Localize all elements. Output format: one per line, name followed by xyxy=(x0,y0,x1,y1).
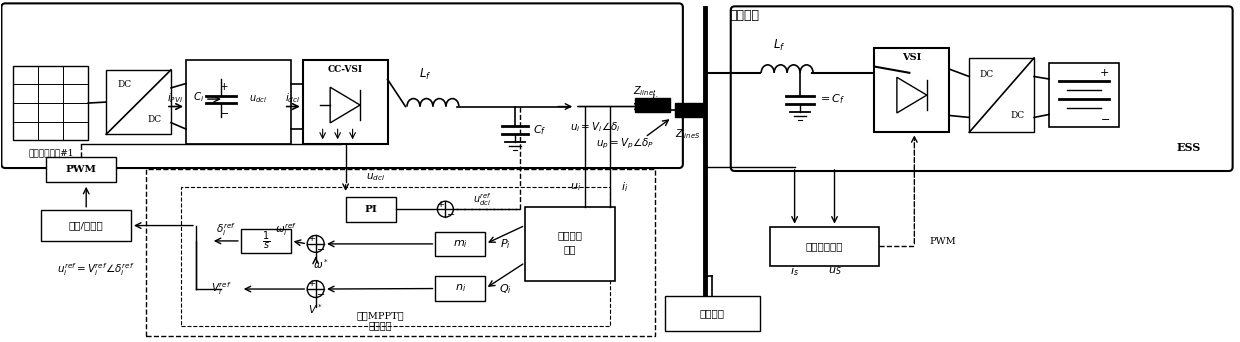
Text: $\delta_i^{ref}$: $\delta_i^{ref}$ xyxy=(216,221,236,238)
Text: $i_s$: $i_s$ xyxy=(790,264,799,278)
Text: $L_f$: $L_f$ xyxy=(774,38,786,53)
Text: DC: DC xyxy=(1011,111,1024,120)
Text: $m_i$: $m_i$ xyxy=(453,238,467,250)
Bar xyxy=(874,48,950,132)
Bar xyxy=(770,226,879,266)
Text: $-$: $-$ xyxy=(218,107,229,117)
Text: PWM: PWM xyxy=(66,165,97,174)
Text: $u_{dci}$: $u_{dci}$ xyxy=(249,93,267,105)
Text: $i_i$: $i_i$ xyxy=(621,180,629,194)
Text: $u_i=V_i\angle\delta_i$: $u_i=V_i\angle\delta_i$ xyxy=(569,120,620,134)
Text: $\omega_i^{ref}$: $\omega_i^{ref}$ xyxy=(275,221,296,238)
Bar xyxy=(435,232,485,256)
Text: $-$: $-$ xyxy=(446,209,455,218)
Text: $Z_{lineS}$: $Z_{lineS}$ xyxy=(676,128,701,141)
Circle shape xyxy=(438,201,454,217)
Bar xyxy=(14,66,88,140)
Bar xyxy=(970,58,1034,132)
Bar xyxy=(41,210,131,241)
FancyBboxPatch shape xyxy=(730,6,1233,171)
Text: VSI: VSI xyxy=(903,53,921,63)
Bar xyxy=(181,187,610,326)
Text: $u_{dci}^{ref}$: $u_{dci}^{ref}$ xyxy=(472,192,492,208)
Text: $u_i$: $u_i$ xyxy=(569,181,580,193)
Text: $u_p=V_p\angle\delta_P$: $u_p=V_p\angle\delta_P$ xyxy=(596,137,655,152)
Text: PWM: PWM xyxy=(929,237,956,246)
Text: $L_f$: $L_f$ xyxy=(419,67,432,82)
Bar xyxy=(635,97,670,113)
Text: DC: DC xyxy=(148,115,161,124)
Text: $V_i^{ref}$: $V_i^{ref}$ xyxy=(211,281,232,298)
Text: $i_{dci}$: $i_{dci}$ xyxy=(285,91,300,105)
Text: 公共负载: 公共负载 xyxy=(699,309,725,318)
Text: $u_i^{ref}=V_i^{ref}\angle\delta_i^{ref}$: $u_i^{ref}=V_i^{ref}\angle\delta_i^{ref}… xyxy=(57,261,135,278)
Circle shape xyxy=(308,236,324,252)
Text: $Z_{lineI}$: $Z_{lineI}$ xyxy=(634,84,656,97)
Text: 电压/电流环: 电压/电流环 xyxy=(69,221,104,230)
Bar xyxy=(665,296,760,331)
Bar xyxy=(107,70,171,134)
Text: $-$: $-$ xyxy=(316,244,325,253)
Text: $n_i$: $n_i$ xyxy=(455,282,466,294)
Text: $+$: $+$ xyxy=(219,81,228,92)
Text: DC: DC xyxy=(980,70,993,79)
Circle shape xyxy=(308,280,324,298)
Text: 计算: 计算 xyxy=(564,245,577,254)
Polygon shape xyxy=(897,77,926,113)
Text: +: + xyxy=(1100,68,1110,78)
Text: $=C_f$: $=C_f$ xyxy=(817,93,844,106)
Bar xyxy=(303,60,388,144)
Text: 光伏发电单元#1: 光伏发电单元#1 xyxy=(29,149,73,158)
Text: 交流母线: 交流母线 xyxy=(729,9,760,22)
Bar xyxy=(146,169,655,336)
Text: $u_S$: $u_S$ xyxy=(827,265,842,277)
Text: 基于MPPT的
下垂控制: 基于MPPT的 下垂控制 xyxy=(357,311,404,330)
Text: $i_i$: $i_i$ xyxy=(651,90,658,106)
Text: +: + xyxy=(308,234,316,243)
Bar xyxy=(46,157,117,182)
FancyBboxPatch shape xyxy=(1,3,683,168)
Bar xyxy=(435,276,485,301)
Text: DC: DC xyxy=(117,80,131,89)
Text: +: + xyxy=(308,279,316,288)
Text: $\omega^*$: $\omega^*$ xyxy=(312,257,329,271)
Bar xyxy=(526,207,615,281)
Polygon shape xyxy=(330,87,360,123)
Text: $-$: $-$ xyxy=(316,289,325,298)
Text: $\frac{1}{s}$: $\frac{1}{s}$ xyxy=(262,229,270,252)
Bar xyxy=(241,228,290,253)
Text: PI: PI xyxy=(365,205,377,214)
Text: $C_f$: $C_f$ xyxy=(533,123,547,137)
Text: $Q_i$: $Q_i$ xyxy=(498,282,512,296)
Bar xyxy=(186,60,290,144)
Text: ESS: ESS xyxy=(1177,142,1200,153)
Bar xyxy=(1049,63,1118,127)
Text: 平均功率: 平均功率 xyxy=(558,232,583,240)
Text: $i_{PVi}$: $i_{PVi}$ xyxy=(167,91,184,105)
Text: $-$: $-$ xyxy=(1100,113,1110,123)
Text: $u_{dci}$: $u_{dci}$ xyxy=(366,171,384,183)
Text: 传统下垂控制: 传统下垂控制 xyxy=(806,242,843,251)
Text: CC-VSI: CC-VSI xyxy=(327,65,362,74)
Text: +: + xyxy=(438,200,445,209)
Text: $P_i$: $P_i$ xyxy=(500,237,511,251)
Text: $V^*$: $V^*$ xyxy=(309,302,322,316)
Bar xyxy=(346,197,396,222)
Text: $C_i$: $C_i$ xyxy=(193,90,205,104)
Bar xyxy=(675,103,703,117)
